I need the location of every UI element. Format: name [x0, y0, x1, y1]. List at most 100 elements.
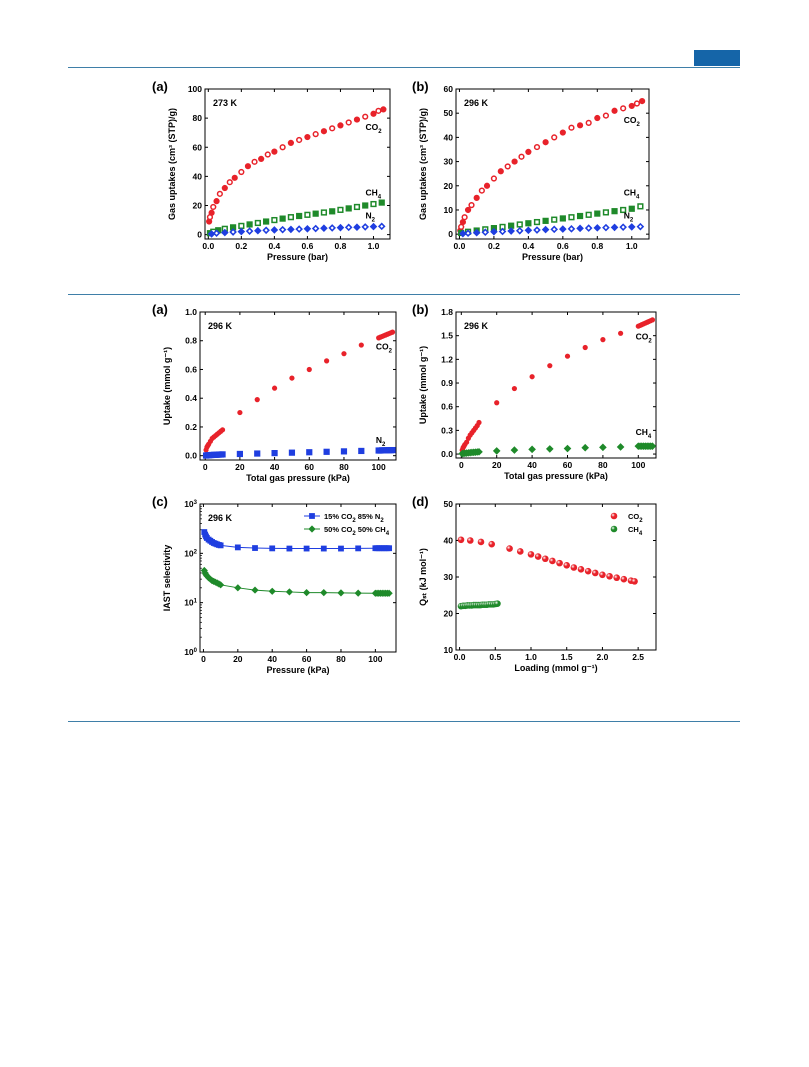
x-tick-label: 0: [203, 462, 208, 472]
series-label-n2: N2: [624, 210, 634, 223]
y-tick-label: 100: [188, 84, 202, 94]
y-tick-label: 0.6: [441, 402, 453, 412]
y-tick-label: 0: [197, 230, 202, 240]
series-co2: [457, 536, 638, 585]
x-tick-label: 100: [372, 462, 386, 472]
data-point: [524, 226, 533, 235]
data-point: [618, 330, 624, 336]
series-ch4: [457, 600, 501, 610]
y-tick-label: 0.6: [185, 364, 197, 374]
data-point: [244, 163, 252, 170]
x-tick-label: 80: [598, 460, 608, 470]
data-point: [237, 227, 246, 236]
data-point: [341, 351, 347, 357]
data-point: [221, 184, 228, 192]
data-point: [593, 224, 602, 232]
data-point: [296, 212, 303, 220]
data-point: [286, 545, 293, 552]
data-point: [354, 589, 362, 597]
x-tick-label: 20: [233, 654, 243, 664]
data-point: [464, 439, 470, 445]
panel-label: (c): [152, 494, 168, 509]
data-point: [320, 588, 328, 597]
data-point: [611, 208, 618, 215]
x-axis-title: Total gas pressure (kPa): [504, 471, 608, 481]
series-label-co2: CO2: [624, 115, 641, 128]
x-tick-label: 0.5: [489, 652, 501, 662]
data-point: [576, 122, 584, 129]
data-point: [271, 450, 278, 457]
data-point: [236, 450, 243, 458]
data-point: [541, 225, 550, 234]
data-point: [254, 450, 261, 457]
x-axis-title: Pressure (kPa): [266, 665, 329, 675]
y-tick-label: 0.9: [441, 378, 453, 388]
series-ch4: [200, 566, 393, 597]
data-point: [542, 139, 549, 146]
data-point: [477, 538, 485, 546]
data-point: [494, 600, 501, 607]
data-point: [378, 199, 385, 206]
data-point: [591, 569, 599, 577]
data-point: [475, 448, 483, 456]
data-point: [219, 451, 226, 458]
data-point: [564, 353, 571, 359]
y-tick-label: 20: [444, 181, 454, 191]
data-point: [483, 182, 491, 189]
data-point: [534, 553, 542, 560]
data-point: [246, 221, 253, 228]
data-point: [472, 228, 481, 237]
data-point: [254, 226, 262, 235]
legend-label-co2: CO2: [628, 512, 643, 524]
y-tick-label: 60: [444, 84, 454, 94]
data-point: [529, 374, 535, 380]
x-tick-label: 1.0: [368, 241, 380, 251]
data-point: [370, 110, 377, 117]
data-point: [466, 537, 474, 544]
data-point: [320, 128, 328, 135]
y-tick-label: 1.5: [441, 331, 453, 341]
y-axis-title: Gas uptakes (cm³ (STP)/g): [418, 108, 428, 220]
y-axis-title: Gas uptakes (cm³ (STP)/g): [167, 108, 177, 220]
data-point: [631, 578, 638, 585]
data-point: [545, 445, 554, 453]
data-point: [303, 545, 310, 552]
x-tick-label: 20: [492, 460, 502, 470]
x-tick-label: 0.0: [454, 652, 466, 662]
x-tick-label: 1.5: [561, 652, 573, 662]
data-point: [492, 447, 501, 455]
data-point: [510, 446, 519, 454]
data-point: [457, 536, 465, 544]
y-tick-label: 10: [444, 645, 454, 655]
data-point: [369, 222, 378, 231]
data-point: [269, 545, 276, 552]
data-point: [606, 572, 613, 580]
data-point: [270, 226, 279, 234]
data-point: [497, 168, 504, 175]
data-point: [358, 342, 364, 348]
plot-frame: [199, 503, 397, 653]
data-point: [208, 209, 215, 216]
data-point: [549, 557, 556, 565]
x-tick-label: 2.5: [632, 652, 644, 662]
x-axis-title: Total gas pressure (kPa): [246, 473, 350, 483]
x-tick-label: 0.2: [235, 241, 247, 251]
data-point: [559, 225, 567, 233]
data-point: [304, 133, 311, 141]
data-point: [559, 215, 566, 222]
series-label-n2: N2: [365, 211, 375, 224]
page-rule-bottom: [68, 721, 740, 722]
data-point: [303, 224, 312, 233]
temperature-label: 296 K: [464, 321, 489, 331]
x-tick-label: 1.0: [525, 652, 537, 662]
legend-marker: [309, 513, 315, 519]
data-point: [563, 562, 571, 569]
data-point: [570, 564, 578, 571]
data-point: [511, 385, 518, 392]
data-point: [362, 202, 369, 209]
data-point: [639, 97, 646, 105]
legend-label-ch4: CH4: [628, 525, 643, 537]
series-label-co2: CO2: [376, 341, 393, 354]
y-tick-label: 60: [193, 142, 203, 152]
data-point: [389, 446, 396, 454]
